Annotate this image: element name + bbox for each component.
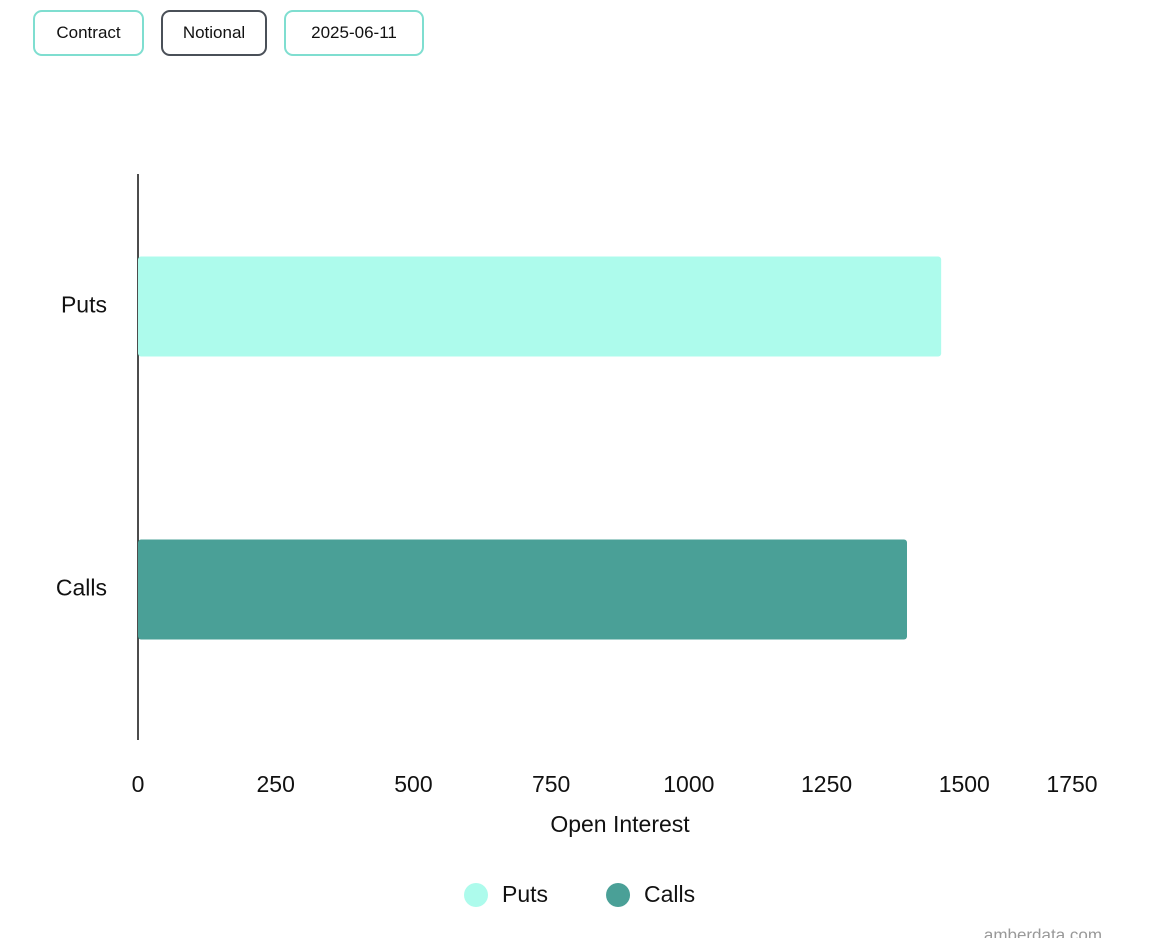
legend-swatch — [606, 883, 631, 907]
bar — [138, 539, 907, 640]
date-button[interactable]: 2025-06-11 — [284, 10, 424, 56]
legend-label: Calls — [644, 881, 695, 907]
notional-button[interactable]: Notional — [161, 10, 267, 56]
x-tick-label: 500 — [394, 771, 432, 797]
x-tick-label: 1750 — [1046, 771, 1097, 797]
bar — [138, 256, 942, 357]
x-tick-label: 1000 — [663, 771, 714, 797]
x-tick-label: 750 — [532, 771, 570, 797]
watermark: amberdata.com — [984, 925, 1102, 938]
contract-button[interactable]: Contract — [33, 10, 144, 56]
y-tick-label: Puts — [61, 292, 107, 318]
x-tick-label: 250 — [257, 771, 295, 797]
x-tick-label: 1250 — [801, 771, 852, 797]
x-tick-label: 1500 — [939, 771, 990, 797]
x-axis-title: Open Interest — [550, 811, 690, 837]
x-tick-label: 0 — [132, 771, 145, 797]
y-tick-label: Calls — [56, 575, 107, 601]
legend-swatch — [464, 883, 488, 907]
legend-label: Puts — [502, 881, 548, 907]
